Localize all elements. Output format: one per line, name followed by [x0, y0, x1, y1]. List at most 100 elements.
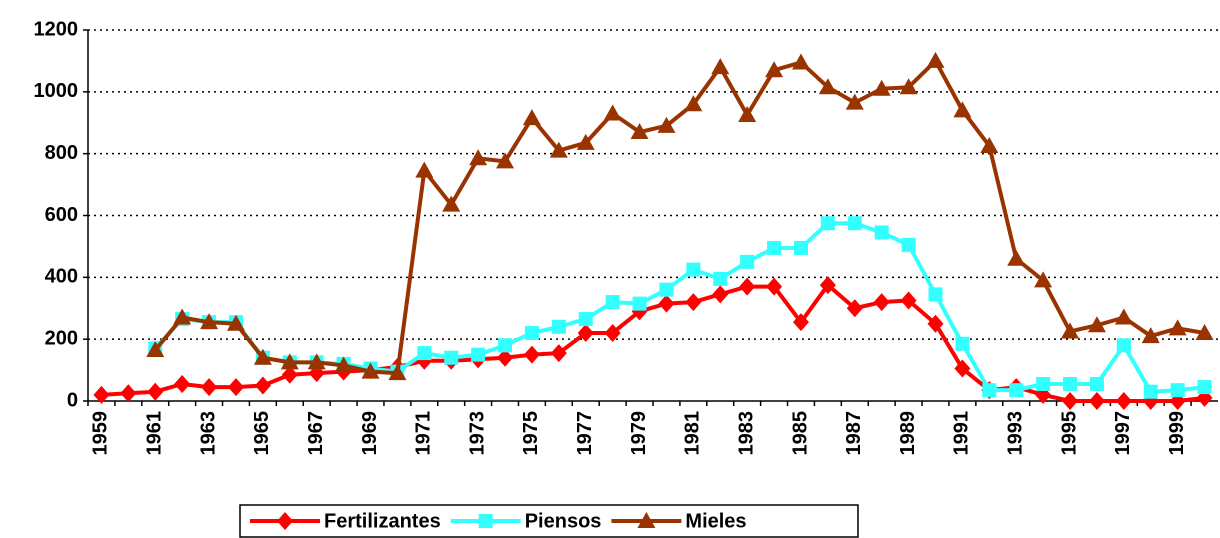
marker [496, 152, 515, 169]
marker [478, 514, 493, 528]
marker [200, 313, 219, 330]
x-tick-label: 1965 [251, 411, 273, 456]
marker [1168, 319, 1187, 336]
marker [685, 293, 702, 312]
marker [711, 58, 730, 75]
legend-box [239, 504, 859, 538]
y-tick-label: 600 [45, 204, 78, 226]
marker [872, 79, 891, 96]
marker [659, 282, 674, 297]
marker [847, 216, 862, 231]
marker [549, 141, 568, 158]
x-tick-label: 1993 [1004, 411, 1026, 456]
y-tick-label: 200 [45, 327, 78, 349]
x-tick-label: 1973 [466, 411, 488, 456]
marker [93, 385, 110, 404]
marker [980, 136, 999, 153]
marker [637, 512, 656, 528]
marker [577, 323, 594, 342]
marker [1062, 392, 1079, 410]
y-tick-label: 0 [67, 389, 78, 411]
marker [497, 348, 514, 367]
marker [146, 340, 165, 357]
legend: Fertilizantes Piensos Mieles [239, 504, 859, 538]
marker [120, 384, 137, 403]
marker [739, 277, 756, 296]
series-line [153, 58, 1205, 376]
marker [767, 240, 782, 255]
y-tick-label: 800 [45, 142, 78, 164]
marker [524, 325, 539, 340]
marker [982, 383, 997, 398]
legend-label: Piensos [525, 510, 602, 532]
marker [1170, 383, 1185, 398]
marker [471, 347, 486, 362]
marker [1007, 249, 1026, 266]
marker [954, 359, 971, 378]
marker [846, 299, 863, 318]
marker [604, 323, 621, 342]
marker [281, 365, 298, 384]
marker [415, 161, 434, 178]
marker [334, 356, 353, 373]
marker [277, 512, 293, 530]
marker [926, 51, 945, 68]
marker [632, 296, 647, 311]
marker [578, 312, 593, 327]
marker [1036, 376, 1051, 391]
x-tick-label: 1963 [197, 411, 219, 456]
marker [1087, 316, 1106, 333]
marker [522, 109, 541, 126]
marker [1089, 376, 1104, 391]
marker [658, 294, 675, 313]
x-tick-label: 1975 [520, 411, 542, 456]
marker [498, 338, 513, 353]
x-tick-label: 1985 [789, 411, 811, 456]
marker [307, 353, 326, 370]
marker [793, 240, 808, 255]
marker [1141, 327, 1160, 344]
marker [254, 376, 271, 395]
marker [1116, 338, 1131, 353]
marker [792, 313, 809, 332]
marker [686, 262, 701, 277]
marker [845, 93, 864, 110]
marker [1115, 392, 1132, 410]
marker [226, 314, 245, 331]
marker [738, 106, 757, 123]
marker [551, 319, 566, 334]
x-tick-label: 1959 [90, 411, 112, 456]
marker [657, 116, 676, 133]
marker [227, 378, 244, 397]
marker [820, 216, 835, 231]
x-tick-label: 1977 [574, 411, 596, 456]
marker [444, 350, 459, 365]
y-tick-label: 1200 [34, 18, 79, 40]
x-tick-label: 1999 [1166, 411, 1188, 456]
marker [361, 362, 380, 379]
marker [927, 314, 944, 333]
marker [1063, 376, 1078, 391]
marker [147, 382, 164, 401]
marker [899, 78, 918, 95]
marker [1195, 323, 1214, 340]
marker [928, 287, 943, 302]
marker [873, 293, 890, 312]
marker [713, 271, 728, 286]
marker [523, 345, 540, 364]
marker [791, 53, 810, 70]
marker [388, 364, 407, 381]
marker [1061, 322, 1080, 339]
x-tick-label: 1989 [897, 411, 919, 456]
marker [469, 149, 488, 166]
marker [442, 195, 461, 212]
marker [874, 225, 889, 240]
marker [1088, 392, 1105, 410]
marker [280, 353, 299, 370]
marker [712, 285, 729, 304]
x-tick-label: 1971 [413, 411, 435, 456]
marker [1143, 384, 1158, 399]
marker [630, 123, 649, 140]
x-tick-label: 1979 [628, 411, 650, 456]
